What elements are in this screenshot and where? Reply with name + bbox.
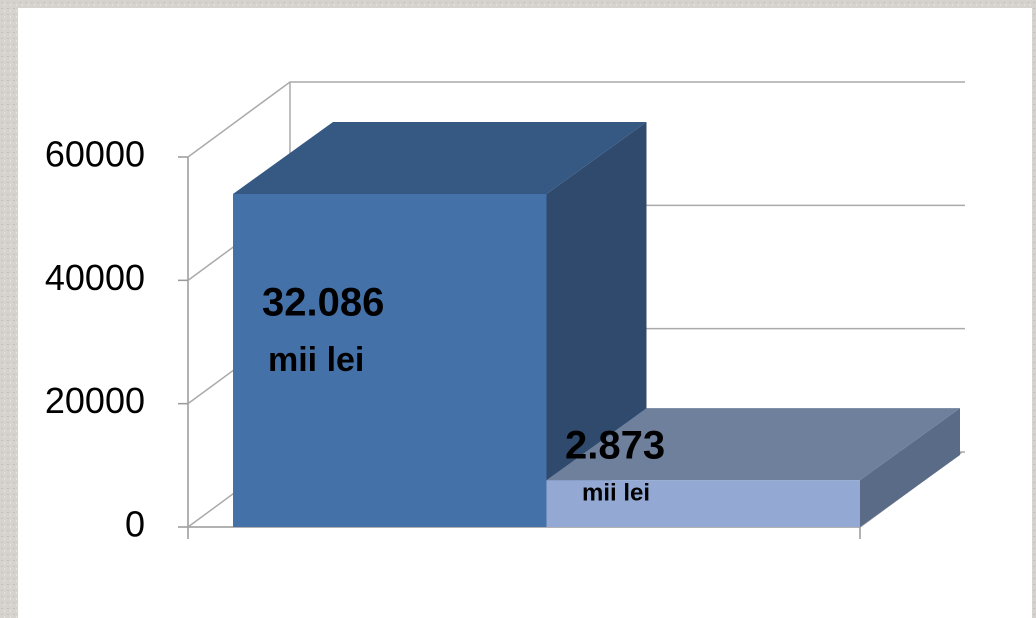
bar — [546, 480, 860, 527]
bar-top — [546, 408, 960, 481]
bar-annotation: mii lei — [582, 479, 650, 506]
bar-top — [233, 122, 647, 194]
axes: 0 20000 40000 60000 — [45, 81, 965, 545]
bar-side — [860, 408, 960, 527]
bars — [233, 122, 960, 527]
y-tick-label: 40000 — [45, 257, 145, 298]
bar-annotation: 2.873 — [565, 424, 665, 468]
bar — [233, 194, 547, 527]
bar-annotation: mii lei — [268, 341, 364, 379]
annotations: 32.086 mii lei 2.873 mii lei — [262, 281, 665, 507]
bar-side — [546, 122, 647, 527]
y-tick-label: 20000 — [45, 380, 145, 421]
y-tick-label: 0 — [125, 504, 145, 545]
y-tick-label: 60000 — [45, 134, 145, 175]
bar-annotation: 32.086 — [262, 281, 384, 325]
